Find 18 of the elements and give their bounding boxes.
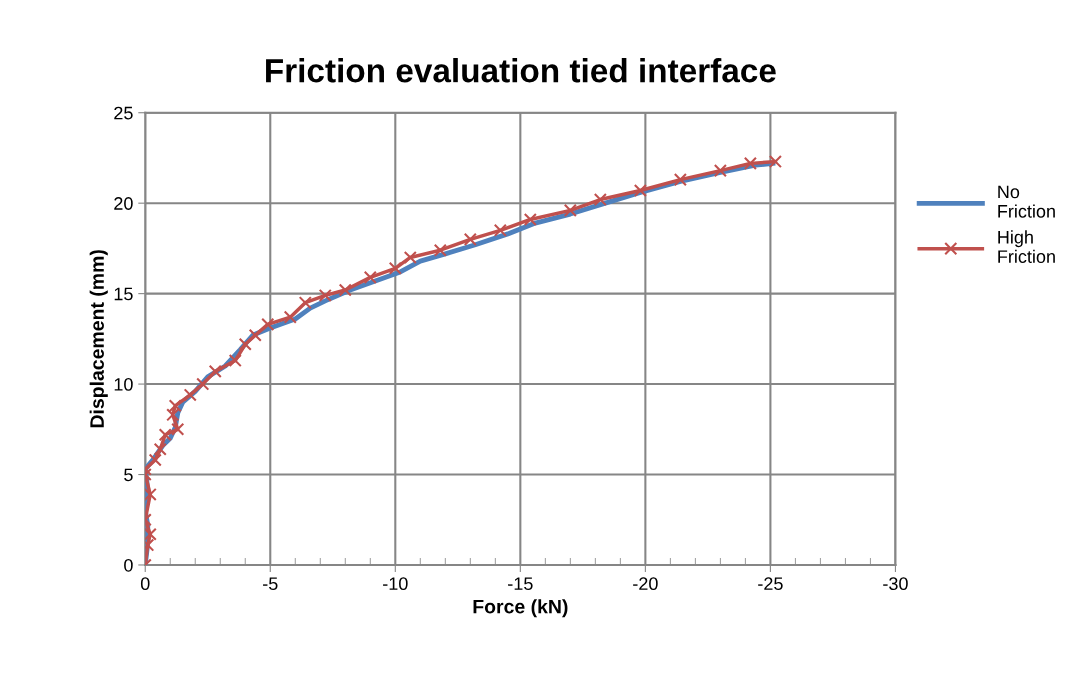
y-tick-label: 10	[114, 378, 133, 391]
x-tick-label: -5	[263, 577, 278, 591]
y-tick-label: 25	[114, 106, 133, 120]
x-axis-title: Force (kN)	[473, 599, 568, 618]
x-tick-label: 0	[140, 577, 150, 591]
x-tick-label: -30	[883, 577, 908, 591]
chart-title: Friction evaluation tied interface	[266, 58, 776, 83]
y-tick-label: 0	[124, 558, 133, 572]
legend-label: High Friction	[998, 230, 1055, 264]
x-tick-label: -20	[633, 577, 658, 591]
legend-label: No Friction	[998, 185, 1055, 218]
x-tick-label: -25	[758, 577, 783, 591]
y-tick-label: 15	[114, 287, 133, 301]
y-tick-label: 20	[114, 197, 133, 210]
y-axis-title: Displacement (mm)	[89, 250, 108, 428]
x-tick-label: -10	[383, 577, 408, 591]
y-tick-label: 5	[124, 468, 133, 482]
x-tick-label: -15	[508, 577, 533, 591]
